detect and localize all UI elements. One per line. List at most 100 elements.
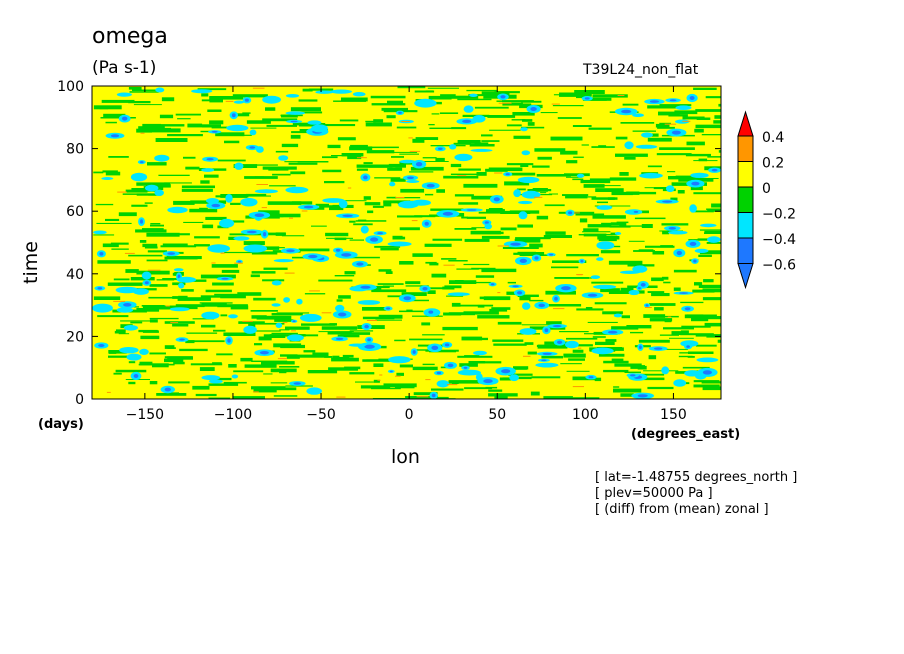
field-cell xyxy=(140,219,143,224)
field-cell xyxy=(254,343,263,346)
field-cell xyxy=(529,243,543,248)
field-cell xyxy=(139,361,153,366)
field-cell xyxy=(105,218,120,221)
x-tick-label: 50 xyxy=(488,407,506,423)
field-cell xyxy=(695,124,721,129)
field-cell xyxy=(711,203,721,208)
field-cell xyxy=(440,94,456,97)
y-tick-label: 20 xyxy=(66,329,84,345)
field-cell xyxy=(578,234,613,236)
field-cell xyxy=(261,207,267,209)
field-cell xyxy=(364,344,375,349)
field-cell xyxy=(598,145,607,147)
field-cell xyxy=(689,241,697,246)
field-cell xyxy=(93,105,122,110)
field-cell xyxy=(494,172,503,174)
field-cell xyxy=(173,361,185,365)
field-cell xyxy=(105,121,117,124)
field-cell xyxy=(614,363,642,367)
field-cell xyxy=(276,312,310,314)
field-cell xyxy=(93,230,107,235)
field-cell xyxy=(395,197,405,198)
field-cell xyxy=(638,373,665,376)
field-cell xyxy=(368,164,388,168)
field-cell xyxy=(490,283,495,286)
field-cell xyxy=(322,169,342,173)
field-cell xyxy=(322,124,356,127)
field-cell xyxy=(298,99,318,102)
field-cell xyxy=(183,156,196,159)
field-cell xyxy=(170,392,179,394)
field-cell xyxy=(120,320,153,322)
field-cell xyxy=(140,335,160,340)
field-cell xyxy=(488,231,504,235)
field-cell xyxy=(200,295,221,298)
field-cell xyxy=(551,103,560,105)
field-cell xyxy=(269,185,296,187)
field-cell xyxy=(324,181,345,184)
field-cell xyxy=(552,325,562,328)
field-cell xyxy=(329,206,344,211)
field-cell xyxy=(674,110,698,115)
field-cell xyxy=(93,171,104,174)
field-cell xyxy=(657,126,675,129)
field-cell xyxy=(286,249,295,253)
field-cell xyxy=(658,111,680,116)
field-cell xyxy=(123,303,132,307)
field-cell xyxy=(425,193,434,196)
field-cell xyxy=(513,367,527,370)
field-cell xyxy=(130,277,155,281)
field-cell xyxy=(270,368,297,373)
field-cell xyxy=(262,95,281,104)
field-cell xyxy=(211,203,221,208)
field-cell xyxy=(602,311,623,315)
field-cell xyxy=(223,332,256,336)
field-cell xyxy=(115,286,139,294)
field-cell xyxy=(183,221,204,223)
field-cell xyxy=(666,348,688,350)
field-cell xyxy=(290,107,321,112)
field-cell xyxy=(611,358,624,362)
field-cell xyxy=(173,268,184,272)
field-cell xyxy=(212,282,234,286)
field-cell xyxy=(388,163,406,168)
field-cell xyxy=(114,330,126,334)
field-cell xyxy=(409,338,443,341)
field-cell xyxy=(681,325,711,328)
field-cell xyxy=(656,153,692,156)
field-cell xyxy=(643,370,679,372)
field-cell xyxy=(190,363,223,366)
field-cell xyxy=(592,336,606,338)
field-cell xyxy=(481,134,493,137)
field-cell xyxy=(661,223,689,226)
field-cell xyxy=(113,300,126,302)
field-cell xyxy=(412,350,416,354)
field-cell xyxy=(546,321,562,325)
field-cell xyxy=(699,229,721,231)
field-cell xyxy=(516,188,526,191)
field-cell xyxy=(690,186,703,191)
field-cell xyxy=(500,227,517,231)
field-cell xyxy=(181,185,215,189)
field-cell xyxy=(652,251,665,255)
field-cell xyxy=(697,238,716,241)
field-cell xyxy=(422,363,435,366)
field-cell xyxy=(103,113,126,118)
field-cell xyxy=(521,150,531,156)
field-cell xyxy=(624,141,634,150)
field-cell xyxy=(244,176,278,179)
field-cell xyxy=(341,153,364,157)
field-cell xyxy=(517,291,523,295)
field-cell xyxy=(693,87,717,90)
field-cell xyxy=(701,381,721,384)
field-cell xyxy=(245,193,267,197)
field-cell xyxy=(668,176,702,180)
field-cell xyxy=(591,197,618,200)
field-cell xyxy=(156,124,185,127)
field-cell xyxy=(662,200,673,203)
field-cell xyxy=(514,238,541,243)
field-cell xyxy=(424,243,452,247)
field-cell xyxy=(628,240,645,242)
field-cell xyxy=(274,387,297,391)
field-cell xyxy=(291,330,296,332)
